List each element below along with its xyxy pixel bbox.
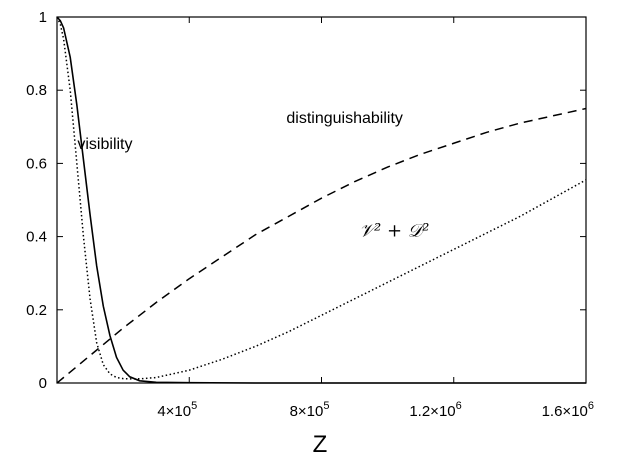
x-tick-label: 1.2×106 — [409, 400, 461, 420]
annotation-label: distinguishability — [286, 110, 403, 127]
x-tick-label-base: 1.6×10 — [542, 403, 588, 420]
x-tick-label-base: 1.2×10 — [409, 403, 455, 420]
x-tick-label-base: 4×10 — [157, 403, 191, 420]
x-tick-label-exponent: 6 — [588, 400, 594, 412]
plot-frame — [56, 16, 587, 384]
y-tick-label: 0.6 — [26, 155, 47, 172]
x-tick-label-exponent: 5 — [191, 400, 197, 412]
x-tick-label: 1.6×106 — [542, 400, 594, 420]
annotation-label: visibility — [77, 136, 132, 153]
x-axis: 4×105 8×105 1.2×106 1.6×106 — [157, 17, 594, 420]
x-tick-label-base: 8×10 — [290, 403, 324, 420]
y-tick-label: 0.8 — [26, 82, 47, 99]
y-tick-label: 0.4 — [26, 229, 47, 246]
series-line-solid — [56, 16, 586, 384]
y-tick-label: 1 — [39, 9, 47, 26]
series-line-dashed — [56, 107, 587, 384]
x-tick-label: 4×105 — [157, 400, 197, 420]
x-axis-title: Z — [313, 431, 328, 458]
annotation-label: 𝒱² + 𝒟² — [359, 221, 429, 242]
series-line-dotted — [56, 16, 587, 380]
y-tick-label: 0 — [39, 375, 47, 392]
y-axis: 0 0.2 0.4 0.6 0.8 1 — [26, 9, 586, 392]
x-tick-label: 8×105 — [290, 400, 330, 420]
annotations: visibility distinguishability 𝒱² + 𝒟² — [77, 110, 429, 241]
x-tick-label-exponent: 5 — [323, 400, 329, 412]
y-tick-label: 0.2 — [26, 302, 47, 319]
series-layer — [56, 16, 587, 384]
x-tick-label-exponent: 6 — [456, 400, 462, 412]
